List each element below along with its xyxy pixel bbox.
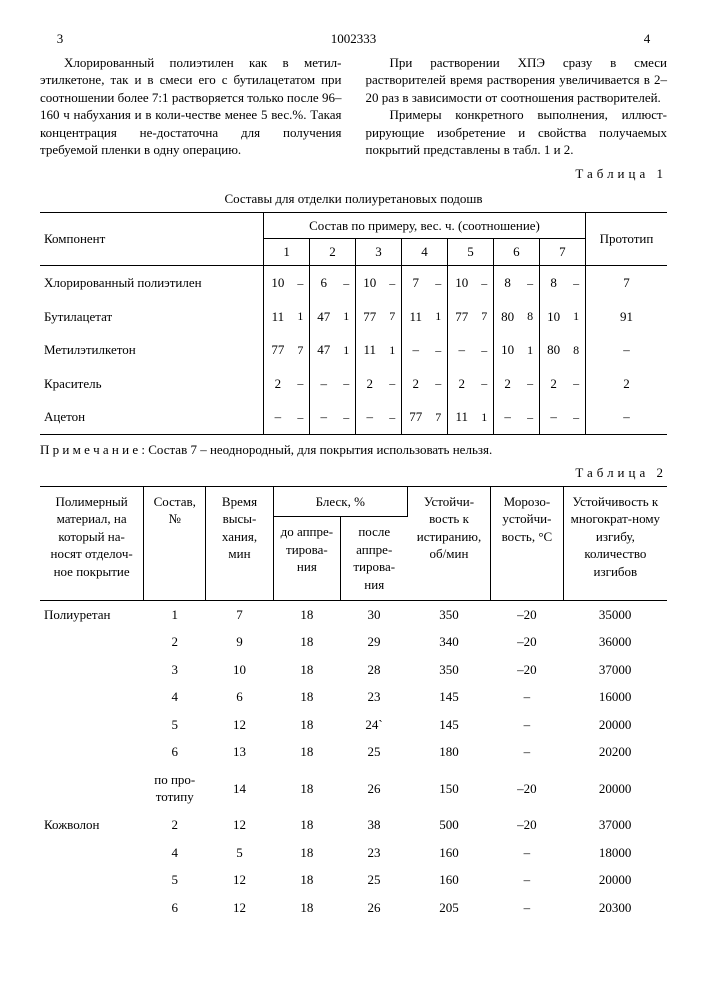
t2-h-flex: Устойчивость к многократ-ному изгибу, ко… xyxy=(563,486,667,600)
table-row: Метилэтилкетон777471111––––101808– xyxy=(40,333,667,367)
table-row: 6121826205–20300 xyxy=(40,894,667,922)
table2-label: Таблица 2 xyxy=(40,464,667,482)
table-2: Полимерный материал, на который на-носят… xyxy=(40,486,667,921)
t1-row-label: Бутилацетат xyxy=(40,300,264,334)
table-row: 461823145–16000 xyxy=(40,683,667,711)
t2-h-frost: Морозо-устойчи-вость, °C xyxy=(491,486,564,600)
page-header: 3 1002333 4 xyxy=(40,30,667,48)
table1-caption: Составы для отделки полиуретановых подош… xyxy=(40,190,667,208)
right-column: При растворении ХПЭ сразу в смеси раство… xyxy=(366,54,668,159)
doc-number: 1002333 xyxy=(80,30,627,48)
t1-head-group: Состав по примеру, вес. ч. (соотношение) xyxy=(264,212,586,239)
t1-row-label: Краситель xyxy=(40,367,264,401)
table-1: Компонент Состав по примеру, вес. ч. (со… xyxy=(40,212,667,435)
table-row: Бутилацетат11147177711177780810191 xyxy=(40,300,667,334)
t2-h-abr: Устойчи-вость к истиранию, об/мин xyxy=(407,486,490,600)
right-para-2: Примеры конкретного выполнения, иллюст-р… xyxy=(366,106,668,159)
t2-body: Полиуретан171830350–2035000291829340–203… xyxy=(40,600,667,921)
t1-row-label: Ацетон xyxy=(40,400,264,434)
t1-head-proto: Прототип xyxy=(585,212,667,265)
t1-body: Хлорированный полиэтилен10–6–10–7–10–8–8… xyxy=(40,266,667,435)
t2-h-gloss: Блеск, % xyxy=(273,486,407,517)
body-columns: Хлорированный полиэтилен как в метил-эти… xyxy=(40,54,667,159)
t2-h-gloss-after: после аппре-тирова-ния xyxy=(341,517,408,600)
t1-row-label: Хлорированный полиэтилен xyxy=(40,266,264,300)
table-row: Ацетон––––––777111––––– xyxy=(40,400,667,434)
table-row: 291829340–2036000 xyxy=(40,628,667,656)
t2-h-material: Полимерный материал, на который на-носят… xyxy=(40,486,144,600)
right-para-1: При растворении ХПЭ сразу в смеси раство… xyxy=(366,54,668,107)
table-row: 5121825160–20000 xyxy=(40,866,667,894)
page-num-left: 3 xyxy=(40,30,80,48)
t2-h-time: Время высы-хания, мин xyxy=(206,486,273,600)
table-row: Кожволон2121838500–2037000 xyxy=(40,811,667,839)
table-row: 3101828350–2037000 xyxy=(40,656,667,684)
page-num-right: 4 xyxy=(627,30,667,48)
t2-h-sostav: Состав, № xyxy=(144,486,206,600)
table-row: Краситель2–––2–2–2–2–2–2 xyxy=(40,367,667,401)
table-row: 6131825180–20200 xyxy=(40,738,667,766)
table-row: 5121824`145–20000 xyxy=(40,711,667,739)
t2-h-gloss-before: до аппре-тирова-ния xyxy=(273,517,340,600)
t1-head-component: Компонент xyxy=(40,212,264,265)
table1-label: Таблица 1 xyxy=(40,165,667,183)
table-row: по про-тотипу141826150–2020000 xyxy=(40,766,667,811)
t1-row-label: Метилэтилкетон xyxy=(40,333,264,367)
table-row: Хлорированный полиэтилен10–6–10–7–10–8–8… xyxy=(40,266,667,300)
table-row: Полиуретан171830350–2035000 xyxy=(40,600,667,628)
table-row: 451823160–18000 xyxy=(40,839,667,867)
left-column-text: Хлорированный полиэтилен как в метил-эти… xyxy=(40,54,342,159)
table1-note: П р и м е ч а н и е : Состав 7 – неоднор… xyxy=(40,441,667,459)
